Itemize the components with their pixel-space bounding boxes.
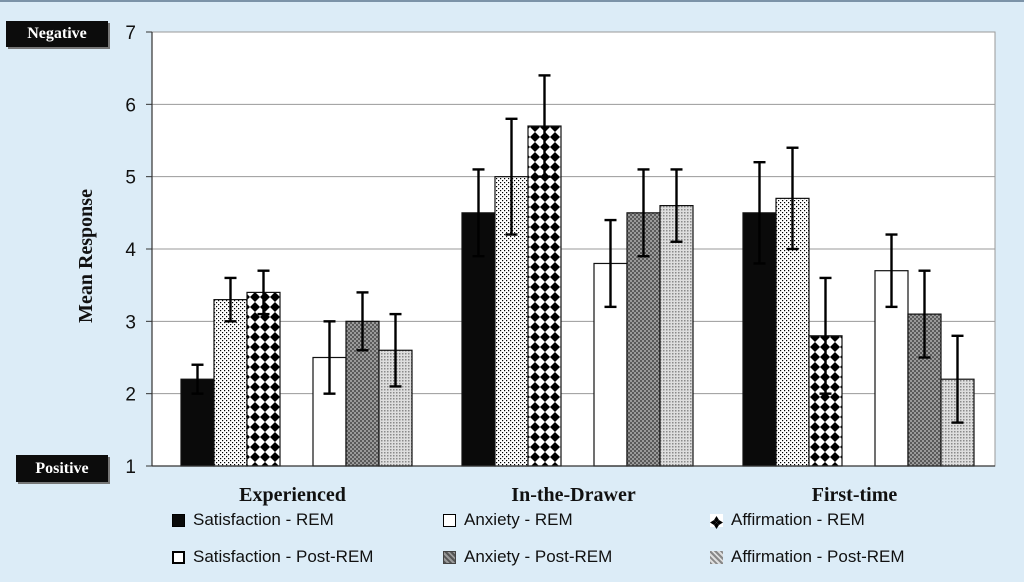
y-axis-label: Mean Response [75,189,97,323]
legend-item: Satisfaction - REM [172,510,334,530]
axes-group: 1 2 3 4 5 6 7 Experienced In-the-Drawer First-tim… [125,23,995,506]
bar-3-2 [527,125,562,467]
gridlines [152,31,995,395]
bar-3-1 [246,291,281,467]
positive-label: Positive [16,455,108,482]
legend-swatch [710,550,723,564]
legend-label: Satisfaction - Post-REM [193,547,374,566]
legend-item: Affirmation - Post-REM [710,547,905,567]
legend-item: Anxiety - REM [443,510,573,530]
bar-2-1 [213,299,248,467]
legend-swatch [710,513,723,529]
legend-swatch [443,550,456,564]
negative-label: Negative [6,21,108,47]
legend-swatch [172,513,185,527]
legend-swatch [172,550,185,564]
x-category-label: First-time [812,484,898,506]
y-tick-label: 2 [125,385,136,406]
legend-label: Satisfaction - REM [193,510,334,529]
legend-label: Affirmation - REM [731,510,865,529]
y-tick-label: 3 [125,312,136,333]
y-tick-label: 7 [125,23,136,44]
legend-label: Affirmation - Post-REM [731,547,905,566]
legend-item: Anxiety - Post-REM [443,547,612,567]
y-tick-label: 6 [125,95,136,116]
y-tick-label: 1 [125,457,136,478]
legend-item: Satisfaction - Post-REM [172,547,373,567]
y-tick-label: 4 [125,240,136,261]
error-bars-group [191,74,964,424]
legend-label: Anxiety - Post-REM [464,547,613,566]
x-category-label: In-the-Drawer [511,484,636,506]
bar-6-2 [659,205,694,467]
legend-swatch [443,513,456,527]
y-tick-label: 5 [125,168,136,189]
legend-item: Affirmation - REM [710,510,865,530]
x-category-label: Experienced [239,484,346,506]
legend-label: Anxiety - REM [464,510,573,529]
